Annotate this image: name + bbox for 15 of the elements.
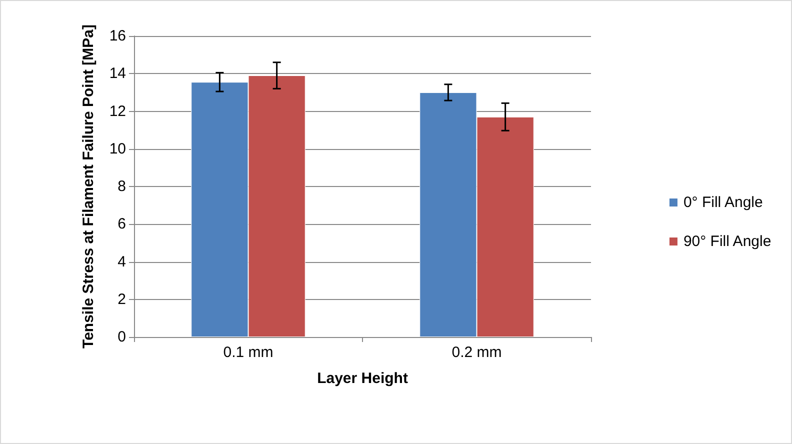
y-tick-label: 14 bbox=[109, 65, 126, 82]
y-tick-label: 4 bbox=[118, 253, 126, 270]
y-tick-label: 6 bbox=[118, 216, 126, 233]
legend-label: 90° Fill Angle bbox=[683, 233, 772, 250]
y-tick-label: 10 bbox=[109, 140, 126, 158]
y-tick-label: 8 bbox=[118, 178, 126, 195]
y-axis-title: Tensile Stress at Filament Failure Point [MPa] bbox=[80, 24, 97, 348]
y-tick-label: 12 bbox=[109, 102, 126, 120]
legend-label: 0° Fill Angle bbox=[683, 194, 763, 211]
x-tick-label: 0.1 mm bbox=[223, 344, 274, 361]
x-tick-label: 0.2 mm bbox=[452, 344, 502, 361]
y-tick-label: 0 bbox=[118, 328, 126, 346]
y-tick-label: 2 bbox=[118, 290, 126, 308]
x-axis-title: Layer Height bbox=[317, 370, 408, 387]
y-tick-label: 16 bbox=[109, 28, 126, 44]
